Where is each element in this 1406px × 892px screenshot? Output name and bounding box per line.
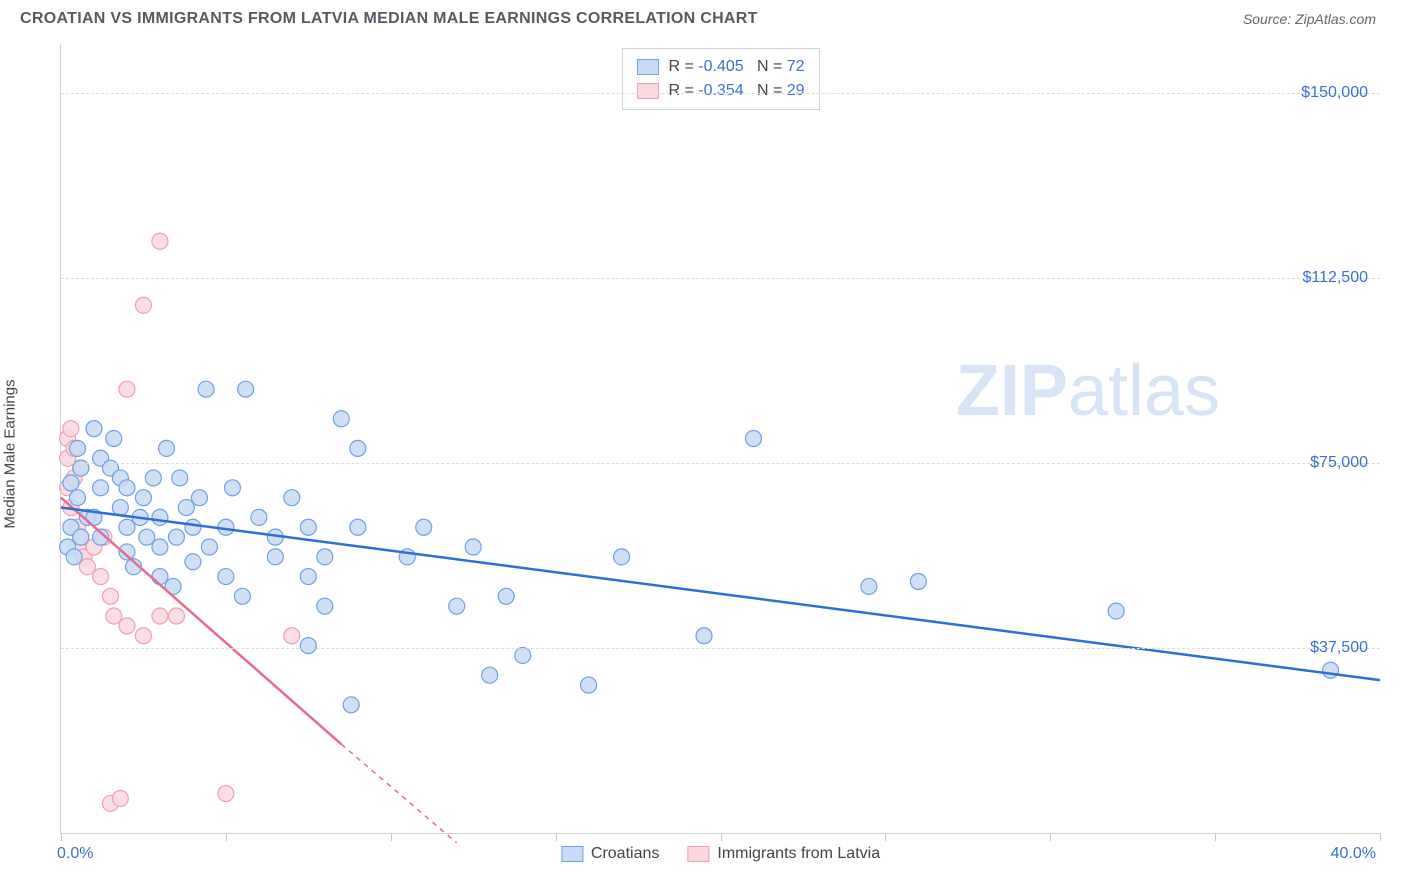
x-axis-end: 40.0% [1331,845,1376,863]
x-tick [556,833,557,841]
scatter-layer [61,44,1380,833]
y-tick-label: $75,000 [1310,454,1368,472]
x-tick [226,833,227,841]
gridline [61,93,1380,94]
swatch-icon [561,846,583,862]
legend-item: Immigrants from Latvia [687,845,880,863]
x-tick [1215,833,1216,841]
swatch-icon [636,59,658,75]
y-tick-label: $150,000 [1301,84,1368,102]
legend-row: R = -0.405 N = 72 [636,55,804,79]
swatch-icon [687,846,709,862]
y-axis-label: Median Male Earnings [2,379,19,528]
x-tick [1050,833,1051,841]
gridline [61,463,1380,464]
x-tick [721,833,722,841]
swatch-icon [636,83,658,99]
x-tick [1380,833,1381,841]
gridline [61,648,1380,649]
legend-item: Croatians [561,845,659,863]
x-axis-start: 0.0% [57,845,93,863]
chart-container: Median Male Earnings ZIPatlas R = -0.405… [20,44,1386,864]
legend-row: R = -0.354 N = 29 [636,79,804,103]
y-tick-label: $37,500 [1310,639,1368,657]
x-tick [885,833,886,841]
plot-area: ZIPatlas R = -0.405 N = 72 R = -0.354 N … [60,44,1380,834]
chart-title: CROATIAN VS IMMIGRANTS FROM LATVIA MEDIA… [20,10,758,28]
gridline [61,278,1380,279]
source-label: Source: ZipAtlas.com [1243,11,1376,27]
y-tick-label: $112,500 [1302,269,1368,287]
correlation-legend: R = -0.405 N = 72 R = -0.354 N = 29 [621,48,819,110]
x-tick [391,833,392,841]
series-legend: Croatians Immigrants from Latvia [561,845,880,863]
x-tick [61,833,62,841]
